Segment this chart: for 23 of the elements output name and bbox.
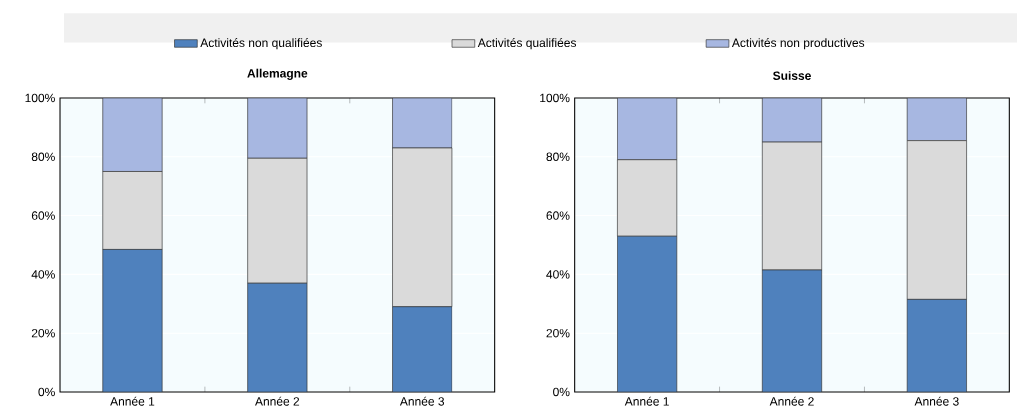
y-tick-label: 0% [38,387,55,397]
y-tick-label: 100% [540,93,570,103]
chart-title: Allemagne [247,68,308,80]
y-tick-label: 0% [553,387,570,397]
x-tick-label: Année 1 [624,396,669,406]
x-tick-label: Année 1 [110,396,155,406]
y-tick-label: 60% [546,211,570,220]
x-tick-label: Année 3 [399,396,445,406]
legend-label: Activités qualifiées [477,38,577,50]
x-tick-label: Année 3 [914,396,959,406]
y-tick-label: 60% [31,211,55,220]
chart-title: Suisse [773,71,811,80]
legend-label: Activités non qualifiées [200,38,322,50]
y-tick-label: 80% [546,152,570,162]
y-tick-label: 40% [31,270,55,279]
y-tick-label: 100% [25,93,55,103]
y-tick-label: 40% [546,270,570,279]
x-tick-label: Année 2 [769,396,814,406]
y-tick-label: 20% [546,328,570,338]
y-tick-label: 80% [31,152,55,162]
x-tick-label: Année 2 [255,396,300,406]
legend-label: Activités non productives [731,38,865,50]
y-tick-label: 20% [31,328,55,338]
